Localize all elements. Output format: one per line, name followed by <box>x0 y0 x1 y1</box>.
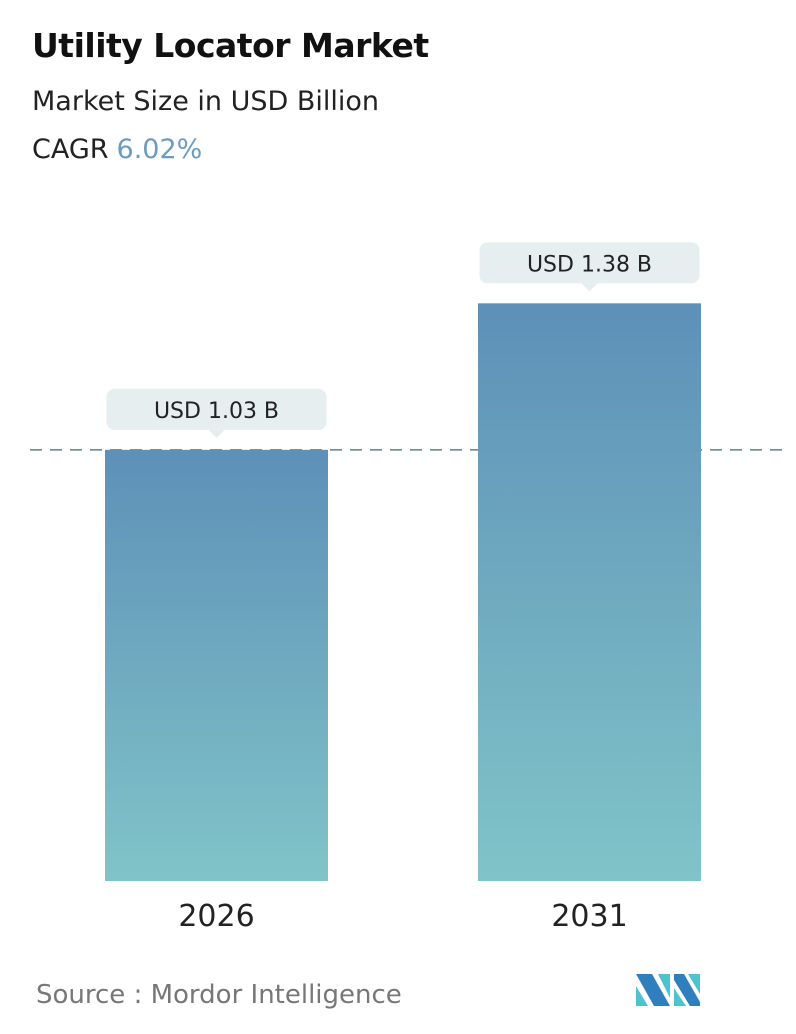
data-label-bubble <box>106 388 327 430</box>
x-tick-label: 2026 <box>178 899 254 934</box>
data-label: USD 1.38 B <box>527 252 652 277</box>
cagr-value: 6.02% <box>116 134 203 165</box>
x-tick-label: 2031 <box>551 899 627 934</box>
data-label-pointer <box>208 429 225 438</box>
bar-2031 <box>478 303 701 881</box>
chart-title: Utility Locator Market <box>32 26 429 65</box>
mordor-logo <box>636 974 700 1006</box>
data-label-pointer <box>581 283 598 292</box>
bar-2026 <box>105 449 328 881</box>
data-label: USD 1.03 B <box>154 399 279 424</box>
cagr-label: CAGR <box>32 134 109 165</box>
chart-subtitle: Market Size in USD Billion <box>32 86 380 117</box>
source-text: Source : Mordor Intelligence <box>36 980 402 1010</box>
data-label-bubble <box>479 242 700 284</box>
cagr: CAGR 6.02% <box>32 134 202 165</box>
